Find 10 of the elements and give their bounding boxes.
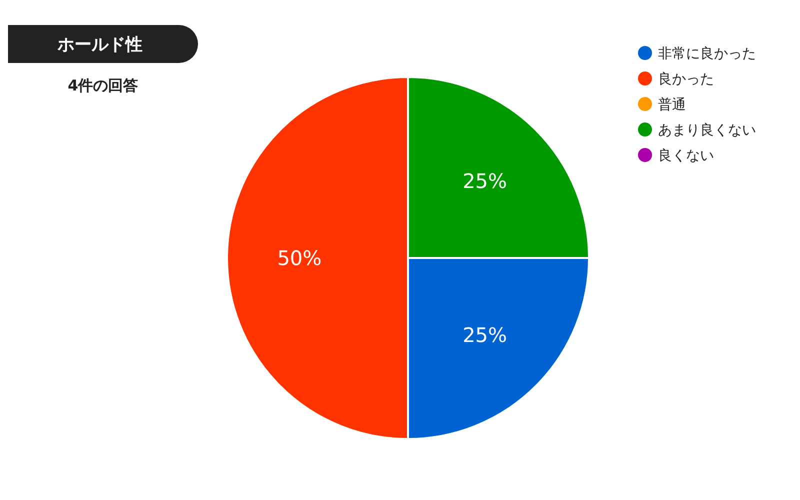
legend-label: 非常に良かった [658,46,756,62]
data-label: 50% [277,246,322,270]
legend-label: 普通 [658,96,686,113]
data-label: 25% [462,169,508,194]
data-label: 25% [462,322,508,347]
legend-label: 良くない [658,148,714,164]
text: 4件の回答 [68,76,138,94]
chart-title: ホールド性 [56,34,142,55]
legend-label: あまり良くない [658,122,756,138]
legend-label: 良かった [658,71,714,88]
